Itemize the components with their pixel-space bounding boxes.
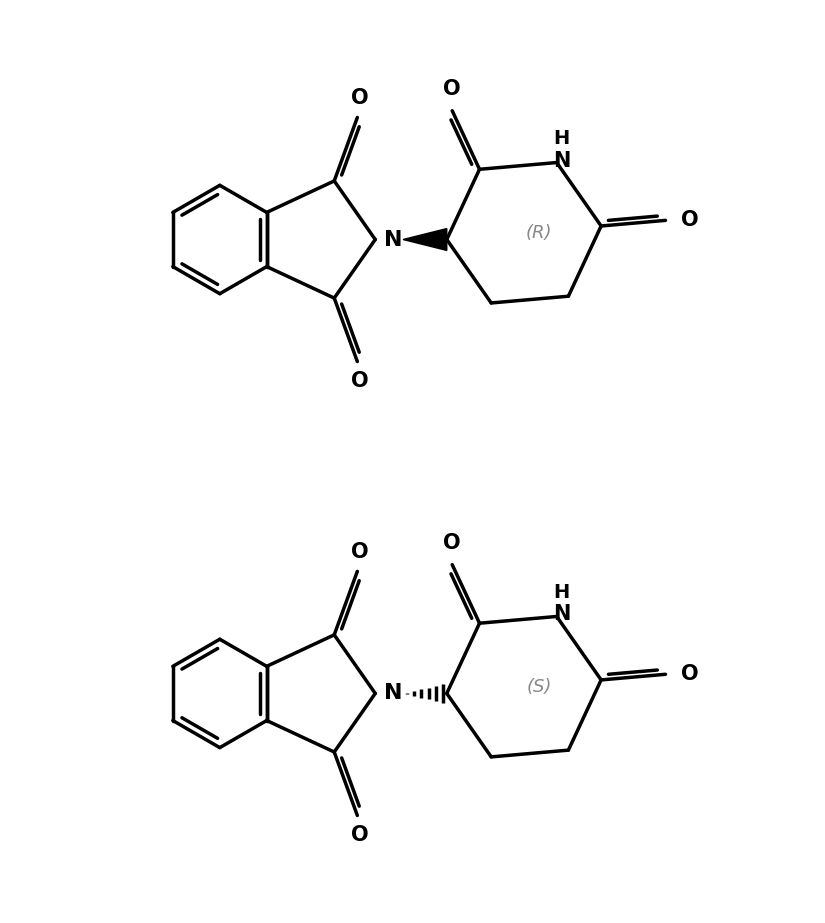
Text: O: O — [443, 533, 461, 553]
Text: H: H — [554, 583, 570, 602]
Text: O: O — [681, 665, 699, 684]
Text: N: N — [384, 230, 403, 249]
Text: O: O — [351, 88, 368, 108]
Text: (S): (S) — [526, 677, 552, 696]
Text: N: N — [553, 605, 570, 625]
Text: O: O — [681, 210, 699, 231]
Text: O: O — [351, 542, 368, 561]
Text: O: O — [351, 371, 368, 391]
Polygon shape — [403, 229, 447, 250]
Text: N: N — [553, 150, 570, 171]
Text: (R): (R) — [526, 223, 552, 242]
Text: O: O — [443, 79, 461, 99]
Text: N: N — [384, 683, 403, 703]
Text: H: H — [554, 129, 570, 149]
Text: O: O — [351, 825, 368, 845]
